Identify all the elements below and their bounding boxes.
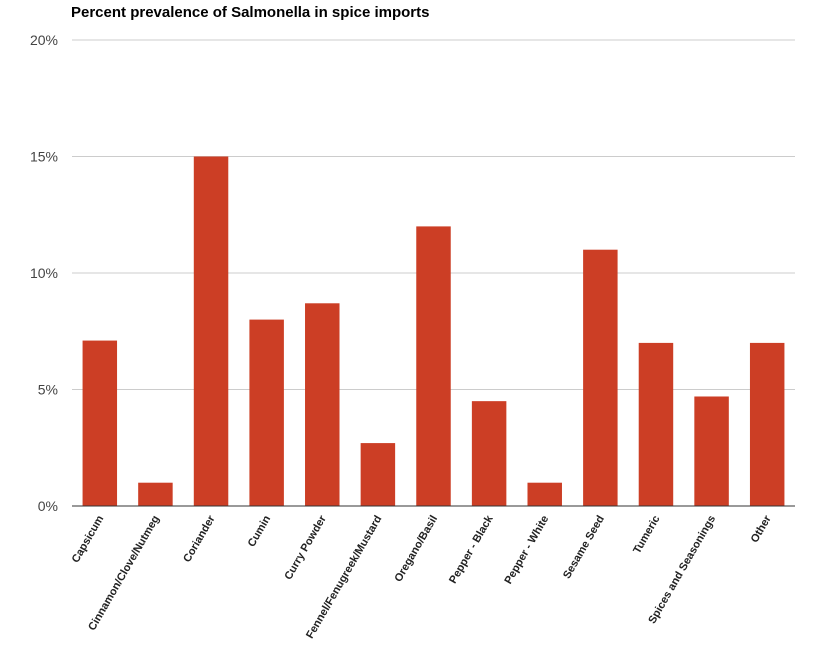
- x-tick-label: Pepper - White: [502, 514, 551, 587]
- x-tick-label: Oregano/Basil: [392, 514, 440, 585]
- bar: [360, 443, 396, 506]
- x-tick-label: Coriander: [181, 513, 218, 565]
- y-tick-label: 20%: [30, 32, 58, 48]
- x-tick-label: Pepper - Black: [447, 513, 496, 586]
- bar: [416, 226, 451, 506]
- chart-title: Percent prevalence of Salmonella in spic…: [71, 4, 430, 21]
- x-tick-label: Sesame Seed: [561, 514, 607, 581]
- bar: [749, 342, 785, 506]
- bar: [583, 249, 618, 506]
- bar: [305, 303, 340, 506]
- y-tick-label: 0%: [38, 498, 58, 514]
- y-tick-label: 10%: [30, 265, 58, 281]
- x-tick-label: Spices and Seasonings: [646, 514, 718, 626]
- x-tick-label: Cumin: [246, 513, 274, 549]
- bar: [471, 401, 507, 506]
- bar: [82, 340, 118, 506]
- y-tick-label: 5%: [38, 382, 58, 398]
- x-tick-label: Curry Powder: [282, 513, 329, 582]
- x-tick-label: Capsicum: [70, 513, 107, 565]
- bar: [694, 396, 729, 506]
- x-tick-label: Tumeric: [631, 514, 662, 556]
- bar: [638, 342, 674, 506]
- bar: [193, 156, 229, 506]
- y-tick-label: 15%: [30, 149, 58, 165]
- bar: [138, 482, 173, 506]
- x-tick-label: Other: [749, 513, 774, 545]
- bar: [249, 319, 284, 506]
- bar: [527, 482, 562, 506]
